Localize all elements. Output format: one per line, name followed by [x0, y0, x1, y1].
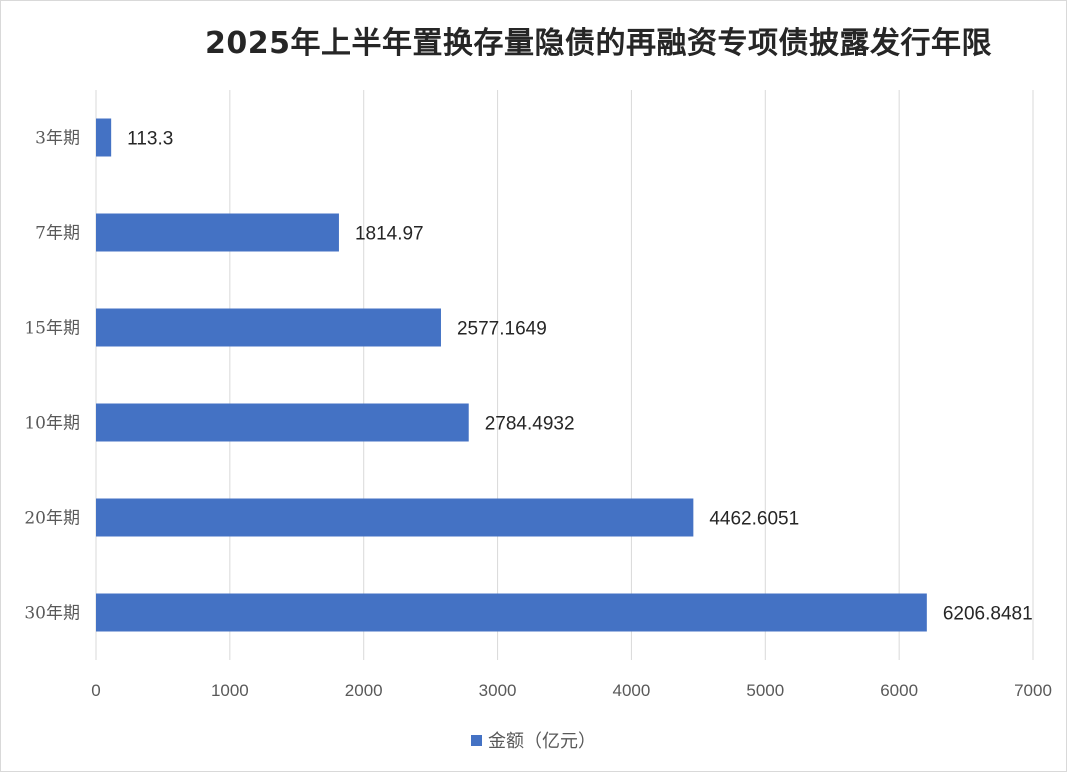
chart-title: 2025年上半年置换存量隐债的再融资专项债披露发行年限	[205, 26, 992, 61]
data-label: 4462.6051	[709, 509, 799, 530]
x-tick-label: 6000	[880, 681, 918, 700]
category-label: 7年期	[35, 224, 80, 244]
x-tick-label: 0	[91, 681, 100, 700]
legend-label: 金额（亿元）	[488, 731, 596, 752]
x-tick-label: 2000	[345, 681, 383, 700]
bar	[96, 213, 339, 252]
category-label: 15年期	[24, 319, 80, 339]
legend: 金额（亿元）	[0, 727, 1067, 753]
data-label: 2577.1649	[457, 319, 547, 340]
x-tick-label: 3000	[479, 681, 517, 700]
bar	[96, 118, 112, 157]
data-label: 6206.8481	[943, 604, 1033, 625]
data-label: 1814.97	[355, 224, 424, 245]
x-tick-label: 7000	[1014, 681, 1052, 700]
bar	[96, 593, 927, 632]
bar	[96, 308, 441, 347]
legend-swatch	[471, 735, 482, 746]
x-tick-label: 1000	[211, 681, 249, 700]
category-label: 10年期	[24, 414, 80, 434]
x-tick-label: 5000	[746, 681, 784, 700]
bar	[96, 403, 469, 442]
category-label: 3年期	[35, 129, 80, 149]
x-tick-label: 4000	[613, 681, 651, 700]
category-label: 20年期	[24, 509, 80, 529]
data-label: 2784.4932	[485, 414, 575, 435]
bar	[96, 498, 694, 537]
category-label: 30年期	[24, 604, 80, 624]
data-label: 113.3	[127, 129, 173, 150]
